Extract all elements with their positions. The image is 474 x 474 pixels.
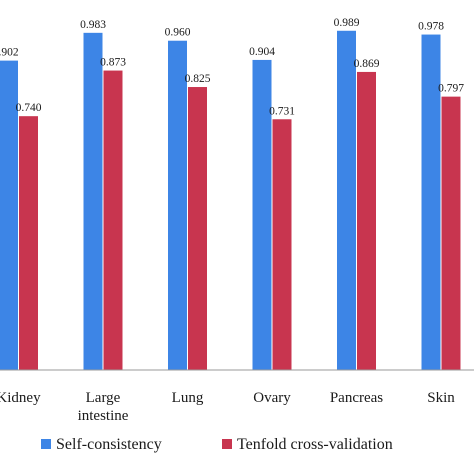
legend: Self-consistency Tenfold cross-validatio… [41, 436, 393, 453]
legend-label-self-consistency: Self-consistency [56, 436, 162, 453]
bar-self-consistency-kidney [0, 60, 18, 370]
value-label-self-consistency-skin: 0.978 [418, 21, 444, 33]
category-label-large-intestine-line-1: Large [86, 390, 121, 406]
bars-group [0, 30, 461, 371]
value-label-self-consistency-pancreas: 0.989 [334, 17, 360, 29]
bar-tenfold-cross-validation-lung [188, 87, 207, 371]
value-label-self-consistency-ovary: 0.904 [249, 46, 275, 58]
bar-tenfold-cross-validation-ovary [272, 119, 292, 370]
legend-swatch-self-consistency [41, 439, 51, 449]
bar-self-consistency-pancreas [337, 30, 356, 370]
value-label-tenfold-cross-validation-lung: 0.825 [185, 73, 211, 85]
category-label-ovary: Ovary [253, 390, 291, 406]
value-label-self-consistency-lung: 0.960 [165, 27, 191, 39]
value-label-tenfold-cross-validation-skin: 0.797 [438, 83, 464, 95]
bar-self-consistency-ovary [252, 59, 272, 370]
value-label-self-consistency-large-intestine: 0.983 [80, 19, 106, 31]
legend-label-tenfold-cross-validation: Tenfold cross-validation [237, 436, 393, 453]
category-label-kidney: Kidney [0, 390, 41, 406]
category-labels-group: Kidney Large intestine Lung Ovary Pancreas Ski… [0, 390, 455, 424]
category-label-large-intestine-line-2: intestine [78, 408, 129, 424]
bar-tenfold-cross-validation-pancreas [357, 71, 376, 371]
bar-self-consistency-lung [168, 40, 187, 370]
value-label-tenfold-cross-validation-pancreas: 0.869 [354, 58, 380, 70]
bar-tenfold-cross-validation-large-intestine [103, 70, 123, 370]
value-label-tenfold-cross-validation-large-intestine: 0.873 [100, 57, 126, 69]
bar-tenfold-cross-validation-skin [441, 96, 461, 370]
category-label-pancreas: Pancreas [330, 390, 383, 406]
bar-self-consistency-skin [421, 34, 441, 371]
bar-self-consistency-large-intestine [83, 32, 103, 371]
value-label-self-consistency-kidney: .902 [0, 47, 19, 59]
value-label-tenfold-cross-validation-kidney: 0.740 [16, 102, 42, 114]
value-label-tenfold-cross-validation-ovary: 0.731 [269, 105, 295, 117]
bar-tenfold-cross-validation-kidney [19, 116, 38, 371]
legend-swatch-tenfold-cross-validation [222, 439, 232, 449]
category-label-skin: Skin [427, 390, 455, 406]
value-labels-group: .902 0.740 0.983 0.873 0.960 0.825 0.904 0.731 0… [0, 17, 464, 117]
category-label-lung: Lung [172, 390, 204, 406]
